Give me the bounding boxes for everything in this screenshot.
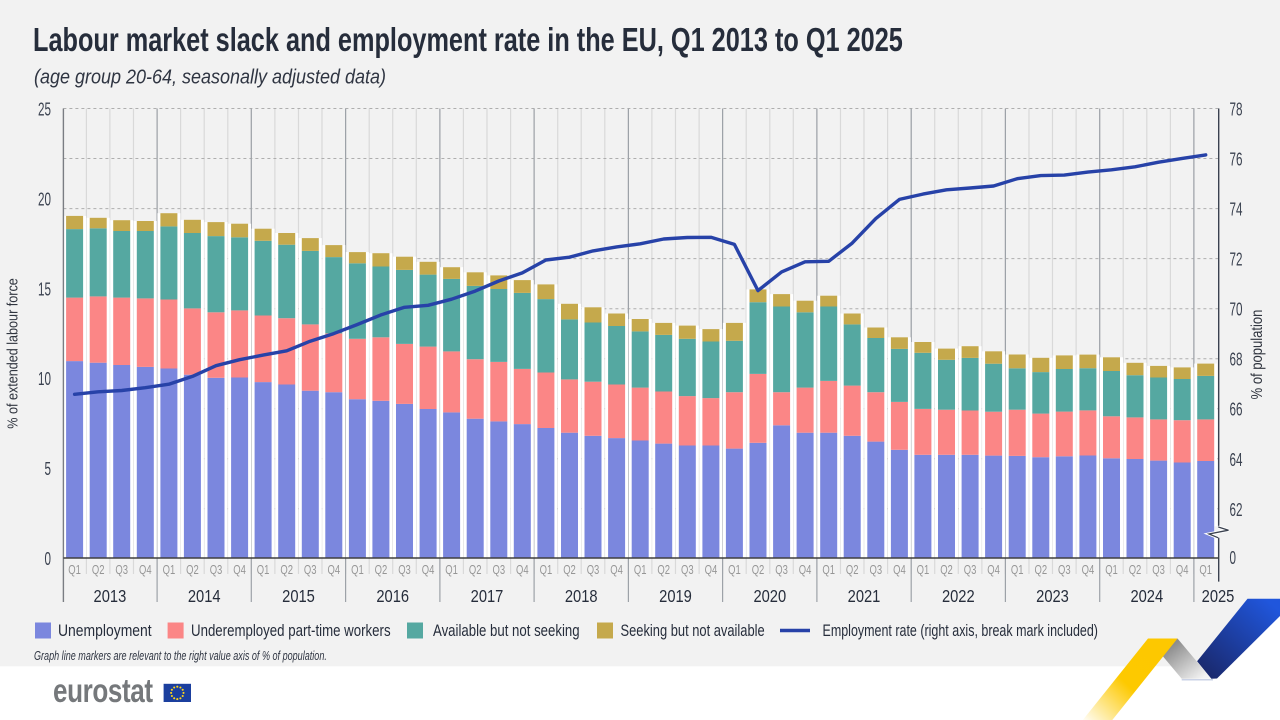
svg-text:Q2: Q2	[1129, 564, 1142, 578]
svg-text:Q3: Q3	[964, 564, 977, 578]
svg-text:Q2: Q2	[375, 564, 388, 578]
svg-text:Q4: Q4	[987, 564, 1000, 578]
svg-text:Q3: Q3	[681, 564, 694, 578]
svg-text:2025: 2025	[1202, 587, 1235, 606]
svg-text:Q3: Q3	[115, 564, 128, 578]
svg-text:Q1: Q1	[1011, 564, 1024, 578]
svg-text:Q3: Q3	[869, 564, 882, 578]
svg-text:Q4: Q4	[610, 564, 623, 578]
svg-text:66: 66	[1230, 400, 1243, 420]
svg-text:20: 20	[38, 190, 51, 210]
svg-text:Q2: Q2	[186, 564, 199, 578]
svg-text:64: 64	[1230, 450, 1243, 470]
svg-text:Underemployed part-time worker: Underemployed part-time workers	[191, 622, 391, 641]
svg-text:70: 70	[1230, 300, 1243, 320]
svg-text:2018: 2018	[565, 587, 598, 606]
svg-text:Q3: Q3	[492, 564, 505, 578]
svg-text:Q2: Q2	[280, 564, 293, 578]
svg-text:0: 0	[1230, 548, 1236, 568]
svg-text:72: 72	[1230, 250, 1243, 270]
svg-text:15: 15	[38, 280, 51, 300]
svg-text:78: 78	[1230, 100, 1243, 120]
svg-text:25: 25	[38, 100, 51, 120]
svg-text:Q2: Q2	[657, 564, 670, 578]
svg-text:5: 5	[45, 460, 51, 480]
svg-text:Q4: Q4	[139, 564, 152, 578]
svg-text:2016: 2016	[376, 587, 409, 606]
svg-text:Q1: Q1	[257, 564, 270, 578]
svg-text:0: 0	[45, 549, 51, 569]
svg-text:Seeking but not available: Seeking but not available	[621, 621, 765, 640]
svg-text:Q3: Q3	[587, 564, 600, 578]
svg-text:Q2: Q2	[469, 564, 482, 578]
svg-text:Q3: Q3	[398, 564, 411, 578]
svg-text:Q2: Q2	[563, 564, 576, 578]
svg-text:Q1: Q1	[445, 564, 458, 578]
svg-text:Q4: Q4	[1176, 564, 1189, 578]
svg-text:10: 10	[38, 370, 51, 390]
svg-text:Q1: Q1	[68, 564, 81, 578]
svg-text:% of extended labour force: % of extended labour force	[3, 278, 20, 429]
svg-text:Q1: Q1	[351, 564, 364, 578]
svg-text:(age group 20-64, seasonally a: (age group 20-64, seasonally adjusted da…	[34, 67, 386, 89]
svg-text:Q2: Q2	[940, 564, 953, 578]
svg-text:Q4: Q4	[422, 564, 435, 578]
svg-text:Employment rate (right axis, b: Employment rate (right axis, break mark …	[823, 622, 1098, 640]
svg-text:Q3: Q3	[775, 564, 788, 578]
svg-text:2022: 2022	[942, 587, 975, 606]
svg-text:Q3: Q3	[1058, 564, 1071, 578]
svg-text:Q3: Q3	[210, 564, 223, 578]
svg-text:Unemployment: Unemployment	[58, 622, 152, 641]
svg-text:Q4: Q4	[1082, 564, 1095, 578]
svg-text:Q1: Q1	[1199, 564, 1212, 578]
svg-text:2024: 2024	[1130, 587, 1163, 606]
svg-text:Q3: Q3	[1152, 564, 1165, 578]
svg-text:2013: 2013	[94, 587, 127, 606]
svg-text:76: 76	[1230, 150, 1243, 170]
svg-text:2014: 2014	[188, 587, 221, 606]
svg-text:Q4: Q4	[893, 564, 906, 578]
svg-text:Q1: Q1	[163, 564, 176, 578]
svg-text:Q1: Q1	[634, 564, 647, 578]
svg-text:Q2: Q2	[846, 564, 859, 578]
svg-text:2019: 2019	[659, 587, 692, 606]
svg-text:Q4: Q4	[705, 564, 718, 578]
svg-text:Q4: Q4	[516, 564, 529, 578]
svg-text:2021: 2021	[848, 587, 881, 606]
svg-text:Labour market slack and employ: Labour market slack and employment rate …	[33, 22, 903, 59]
svg-text:Q2: Q2	[92, 564, 105, 578]
svg-text:Available but not seeking: Available but not seeking	[433, 621, 580, 640]
svg-text:2023: 2023	[1036, 587, 1069, 606]
svg-text:Q2: Q2	[1034, 564, 1047, 578]
svg-text:Q1: Q1	[540, 564, 553, 578]
svg-text:Q1: Q1	[1105, 564, 1118, 578]
svg-text:% of population: % of population	[1249, 310, 1266, 400]
svg-text:Q4: Q4	[799, 564, 812, 578]
svg-text:Q2: Q2	[752, 564, 765, 578]
svg-text:Q1: Q1	[917, 564, 930, 578]
svg-text:68: 68	[1230, 350, 1243, 370]
svg-text:2015: 2015	[282, 587, 315, 606]
svg-text:74: 74	[1230, 200, 1243, 220]
svg-text:2020: 2020	[753, 587, 786, 606]
svg-text:Q4: Q4	[327, 564, 340, 578]
svg-text:eurostat: eurostat	[53, 673, 153, 710]
svg-text:Q1: Q1	[822, 564, 835, 578]
svg-text:Q1: Q1	[728, 564, 741, 578]
svg-text:Q4: Q4	[233, 564, 246, 578]
svg-text:62: 62	[1230, 500, 1243, 520]
svg-text:2017: 2017	[471, 587, 504, 606]
svg-text:Graph line markers are relevan: Graph line markers are relevant to the r…	[34, 650, 327, 664]
svg-text:Q3: Q3	[304, 564, 317, 578]
